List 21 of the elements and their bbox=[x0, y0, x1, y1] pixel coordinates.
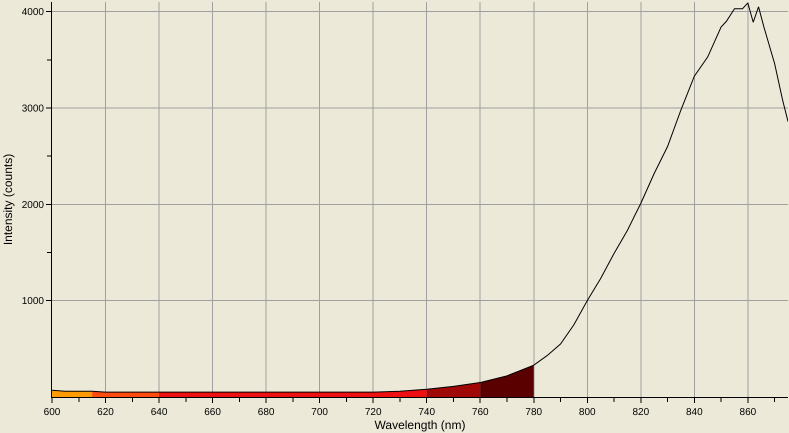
x-tick-label: 740 bbox=[418, 407, 436, 418]
y-axis-title: Intensity (counts) bbox=[1, 154, 16, 246]
x-tick-label: 680 bbox=[258, 407, 275, 418]
x-tick-label: 600 bbox=[44, 407, 61, 418]
x-tick-label: 660 bbox=[204, 407, 222, 418]
y-tick-label: 3000 bbox=[22, 103, 44, 114]
x-tick-label: 800 bbox=[578, 407, 596, 418]
x-tick-label: 640 bbox=[150, 407, 168, 418]
y-tick-label: 2000 bbox=[22, 200, 44, 211]
y-tick-label: 1000 bbox=[22, 296, 44, 308]
x-tick-label: 620 bbox=[97, 407, 114, 418]
x-tick-label: 820 bbox=[632, 407, 650, 418]
y-tick-label: 4000 bbox=[22, 7, 44, 18]
x-tick-label: 840 bbox=[686, 407, 704, 418]
x-tick-label: 760 bbox=[472, 407, 489, 418]
line-series bbox=[52, 2, 788, 393]
x-tick-label: 860 bbox=[740, 407, 757, 418]
x-tick-label: 780 bbox=[525, 407, 543, 418]
x-tick-label: 700 bbox=[311, 407, 328, 418]
x-tick-label: 720 bbox=[364, 407, 382, 418]
x-axis-title: Wavelength (nm) bbox=[374, 418, 466, 432]
